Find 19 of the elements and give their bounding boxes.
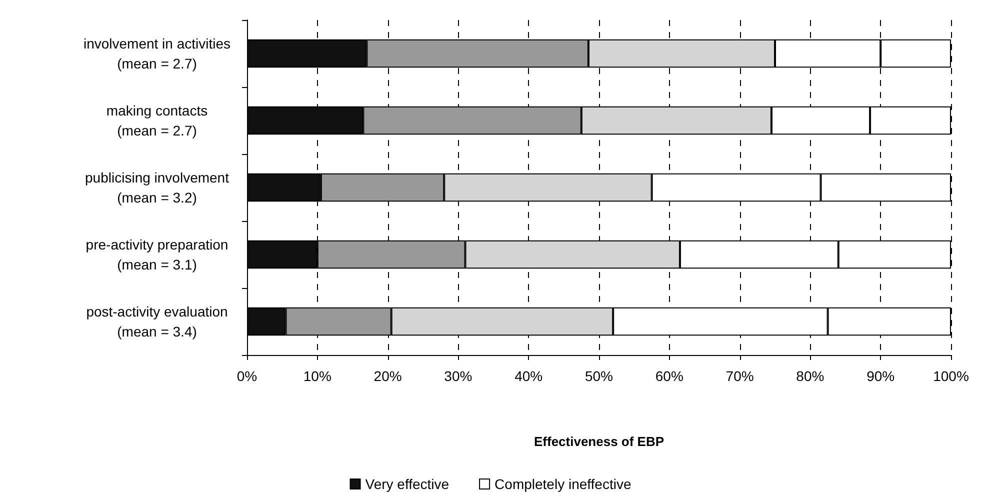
x-tick-label: 0% <box>236 368 258 384</box>
x-tick-label: 100% <box>933 368 969 384</box>
x-tick-label: 20% <box>374 368 402 384</box>
legend-label: Very effective <box>365 476 450 492</box>
x-tick-label: 80% <box>796 368 824 384</box>
y-tick-label: involvement in activities (mean = 2.7) <box>83 36 231 72</box>
legend-label: Completely ineffective <box>494 476 632 492</box>
x-tick-label: 90% <box>866 368 895 384</box>
y-tick-label: pre-activity preparation (mean = 3.1) <box>86 236 228 272</box>
x-tick-label: 10% <box>303 368 332 384</box>
y-tick-label: publicising involvement (mean = 3.2) <box>85 170 230 206</box>
x-tick-label: 50% <box>584 368 614 384</box>
x-tick-label: 70% <box>726 368 754 384</box>
x-axis-title: Effectiveness of EBP <box>534 434 664 449</box>
y-tick-label: post-activity evaluation (mean = 3.4) <box>86 304 228 340</box>
y-tick-label: making contacts (mean = 2.7) <box>106 102 208 138</box>
x-tick-label: 40% <box>514 368 543 384</box>
x-tick-label: 60% <box>655 368 684 384</box>
x-tick-label: 30% <box>444 368 472 384</box>
